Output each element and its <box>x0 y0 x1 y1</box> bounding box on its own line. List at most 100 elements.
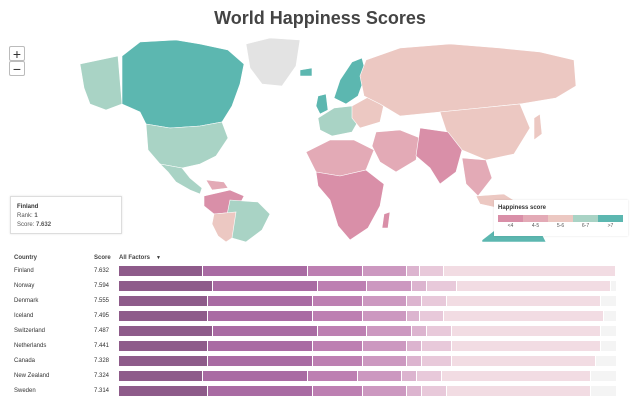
map-region-mexico[interactable] <box>159 163 203 195</box>
factor-segment[interactable] <box>417 371 442 381</box>
zoom-in-button[interactable]: + <box>9 46 25 61</box>
map-region-southeast-asia[interactable] <box>461 157 493 197</box>
factor-segment[interactable] <box>362 296 408 306</box>
factor-segment[interactable] <box>119 356 209 366</box>
map-region-sub-saharan-africa[interactable] <box>315 169 385 241</box>
factor-segment[interactable] <box>312 311 363 321</box>
map-region-russia[interactable] <box>359 43 577 117</box>
factor-segment[interactable] <box>407 266 420 276</box>
map-region-caribbean[interactable] <box>205 179 229 191</box>
factor-segment[interactable] <box>119 386 209 396</box>
factor-segment[interactable] <box>307 266 363 276</box>
table-row[interactable]: Switzerland 7.487 <box>0 325 640 339</box>
factor-segment[interactable] <box>451 356 597 366</box>
factor-segment[interactable] <box>456 281 611 291</box>
factor-bar[interactable] <box>119 296 616 306</box>
factor-bar[interactable] <box>119 266 616 276</box>
map-region-uk[interactable] <box>315 93 329 115</box>
factor-segment[interactable] <box>446 386 592 396</box>
map-region-south-america-south[interactable] <box>211 211 237 242</box>
factor-bar[interactable] <box>119 356 616 366</box>
table-row[interactable]: Sweden 7.314 <box>0 385 640 399</box>
map-region-alaska[interactable] <box>79 55 123 111</box>
factor-segment[interactable] <box>312 341 363 351</box>
world-map[interactable] <box>0 36 640 242</box>
factor-segment[interactable] <box>307 371 358 381</box>
factor-segment[interactable] <box>312 386 363 396</box>
factor-segment[interactable] <box>312 296 363 306</box>
table-row[interactable]: Canada 7.328 <box>0 355 640 369</box>
factor-segment[interactable] <box>412 326 428 336</box>
factor-segment[interactable] <box>119 296 209 306</box>
factor-segment[interactable] <box>446 296 602 306</box>
factor-segment[interactable] <box>427 326 452 336</box>
factor-bar[interactable] <box>119 326 616 336</box>
factor-segment[interactable] <box>203 371 308 381</box>
factor-segment[interactable] <box>422 356 452 366</box>
factor-segment[interactable] <box>451 341 602 351</box>
factor-segment[interactable] <box>317 326 368 336</box>
map-region-south-asia[interactable] <box>415 127 463 185</box>
factor-segment[interactable] <box>203 266 308 276</box>
factor-segment[interactable] <box>412 281 428 291</box>
factor-segment[interactable] <box>119 326 214 336</box>
table-row[interactable]: Iceland 7.495 <box>0 310 640 324</box>
factor-segment[interactable] <box>407 296 423 306</box>
factor-segment[interactable] <box>367 281 413 291</box>
factor-bar[interactable] <box>119 281 616 291</box>
factor-segment[interactable] <box>427 281 457 291</box>
factor-segment[interactable] <box>119 266 204 276</box>
factor-segment[interactable] <box>451 326 602 336</box>
factor-segment[interactable] <box>119 341 209 351</box>
factor-segment[interactable] <box>407 386 423 396</box>
factor-segment[interactable] <box>422 386 447 396</box>
map-region-iceland[interactable] <box>299 67 313 77</box>
factor-segment[interactable] <box>208 296 313 306</box>
factor-segment[interactable] <box>208 311 313 321</box>
factor-segment[interactable] <box>444 266 616 276</box>
factor-segment[interactable] <box>208 386 313 396</box>
factor-segment[interactable] <box>213 326 318 336</box>
factor-segment[interactable] <box>362 311 408 321</box>
factor-segment[interactable] <box>312 356 363 366</box>
factor-segment[interactable] <box>317 281 368 291</box>
factor-segment[interactable] <box>419 266 445 276</box>
factor-segment[interactable] <box>407 311 420 321</box>
factor-bar[interactable] <box>119 386 616 396</box>
map-region-western-europe[interactable] <box>317 105 361 137</box>
factor-segment[interactable] <box>213 281 318 291</box>
factor-segment[interactable] <box>422 341 452 351</box>
factor-segment[interactable] <box>422 296 447 306</box>
map-region-usa[interactable] <box>145 121 229 169</box>
factor-segment[interactable] <box>357 371 403 381</box>
table-row[interactable]: Denmark 7.555 <box>0 295 640 309</box>
zoom-out-button[interactable]: − <box>9 61 25 76</box>
factor-segment[interactable] <box>367 326 413 336</box>
map-region-middle-east[interactable] <box>371 129 421 173</box>
map-region-madagascar[interactable] <box>381 211 391 229</box>
factor-segment[interactable] <box>208 341 313 351</box>
factor-segment[interactable] <box>402 371 418 381</box>
factor-segment[interactable] <box>119 311 209 321</box>
factor-bar[interactable] <box>119 371 616 381</box>
table-row[interactable]: Norway 7.594 <box>0 280 640 294</box>
factor-bar[interactable] <box>119 311 616 321</box>
table-row[interactable]: New Zealand 7.324 <box>0 370 640 384</box>
factor-segment[interactable] <box>119 371 204 381</box>
factor-segment[interactable] <box>419 311 445 321</box>
factor-segment[interactable] <box>407 341 423 351</box>
factor-segment[interactable] <box>362 341 408 351</box>
factor-segment[interactable] <box>362 386 408 396</box>
factor-segment[interactable] <box>362 266 408 276</box>
factor-segment[interactable] <box>407 356 423 366</box>
factor-dropdown[interactable]: All Factors ▼ <box>119 255 161 261</box>
map-region-japan[interactable] <box>533 113 543 141</box>
factor-segment[interactable] <box>119 281 214 291</box>
factor-segment[interactable] <box>208 356 313 366</box>
map-region-canada[interactable] <box>121 39 245 129</box>
factor-segment[interactable] <box>442 371 592 381</box>
table-row[interactable]: Finland 7.632 <box>0 265 640 279</box>
factor-segment[interactable] <box>362 356 408 366</box>
table-row[interactable]: Netherlands 7.441 <box>0 340 640 354</box>
factor-segment[interactable] <box>444 311 604 321</box>
